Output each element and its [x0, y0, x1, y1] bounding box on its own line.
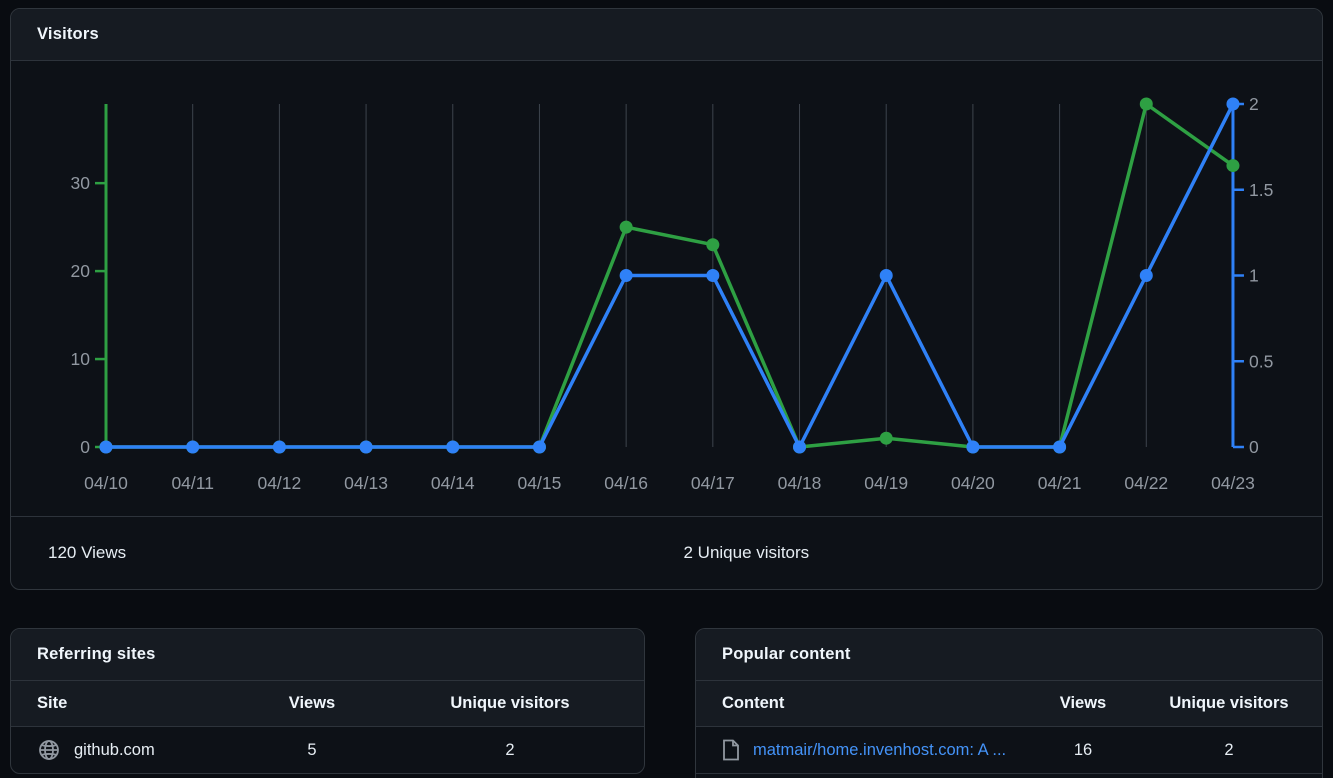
- visitors-title: Visitors: [37, 25, 99, 43]
- svg-text:04/23: 04/23: [1211, 473, 1255, 493]
- popular-content-header: Popular content: [696, 629, 1322, 681]
- popular-content-title: Popular content: [722, 645, 851, 663]
- svg-text:04/18: 04/18: [778, 473, 822, 493]
- svg-text:04/10: 04/10: [84, 473, 128, 493]
- file-icon: [722, 739, 740, 761]
- column-header-unique: Unique visitors: [1169, 694, 1289, 712]
- visitors-totals-bar: 120 Views 2 Unique visitors: [11, 516, 1322, 589]
- column-header-views: Views: [1059, 694, 1107, 712]
- table-row: matmair/home.invenhost.com: A ... 16 2: [696, 727, 1322, 773]
- svg-text:2: 2: [1249, 94, 1259, 114]
- visitors-chart-area: 04/10 04/11 04/12 04/13 04/14 04/15 04/16 04/17…: [11, 61, 1323, 516]
- svg-text:04/22: 04/22: [1124, 473, 1168, 493]
- visitors-panel: Visitors 04/10 04/11 04/12 04/13 04/14 04/15 0…: [10, 8, 1323, 590]
- svg-text:1.5: 1.5: [1249, 180, 1273, 200]
- referring-site-views: 5: [307, 740, 317, 759]
- svg-text:10: 10: [71, 349, 91, 369]
- column-header-content: Content: [722, 694, 785, 712]
- svg-text:04/20: 04/20: [951, 473, 995, 493]
- popular-content-link[interactable]: matmair/home.invenhost.com: A ...: [753, 740, 1007, 759]
- referring-sites-title: Referring sites: [37, 645, 156, 663]
- svg-text:20: 20: [71, 261, 91, 281]
- svg-text:04/14: 04/14: [431, 473, 475, 493]
- visitors-panel-header: Visitors: [11, 9, 1322, 61]
- popular-content-views: 16: [1073, 740, 1093, 759]
- column-header-views: Views: [288, 694, 336, 712]
- popular-content-panel: Popular content Content Views Unique vis…: [695, 628, 1323, 778]
- svg-text:0.5: 0.5: [1249, 351, 1273, 371]
- referring-site-name: github.com: [74, 740, 155, 759]
- bottom-panels-row: Referring sites Site Views Unique visito…: [10, 628, 1323, 778]
- svg-text:04/19: 04/19: [864, 473, 908, 493]
- referring-sites-header: Referring sites: [11, 629, 644, 681]
- svg-text:04/17: 04/17: [691, 473, 735, 493]
- svg-text:30: 30: [71, 173, 91, 193]
- svg-text:1: 1: [1249, 266, 1259, 286]
- svg-text:0: 0: [80, 437, 90, 457]
- referring-sites-panel: Referring sites Site Views Unique visito…: [10, 628, 645, 774]
- referring-sites-column-headers: Site Views Unique visitors: [11, 681, 644, 727]
- svg-text:04/21: 04/21: [1038, 473, 1082, 493]
- svg-text:0: 0: [1249, 437, 1259, 457]
- svg-text:04/12: 04/12: [257, 473, 301, 493]
- unique-visitors-total-stat: 2 Unique visitors: [683, 543, 810, 562]
- svg-text:04/16: 04/16: [604, 473, 648, 493]
- popular-content-column-headers: Content Views Unique visitors: [696, 681, 1322, 727]
- views-total-stat: 120 Views: [48, 543, 127, 562]
- column-header-site: Site: [37, 694, 68, 712]
- table-row: github.com 5 2: [11, 727, 644, 773]
- svg-text:04/15: 04/15: [518, 473, 562, 493]
- referring-site-unique: 2: [505, 740, 515, 759]
- table-row-cutoff: [696, 773, 1322, 778]
- globe-icon: [37, 738, 61, 762]
- svg-text:04/11: 04/11: [171, 473, 214, 493]
- visitors-line-chart[interactable]: 04/10 04/11 04/12 04/13 04/14 04/15 04/16 04/17…: [11, 61, 1323, 516]
- svg-text:04/13: 04/13: [344, 473, 388, 493]
- column-header-unique: Unique visitors: [450, 694, 570, 712]
- popular-content-unique: 2: [1224, 740, 1234, 759]
